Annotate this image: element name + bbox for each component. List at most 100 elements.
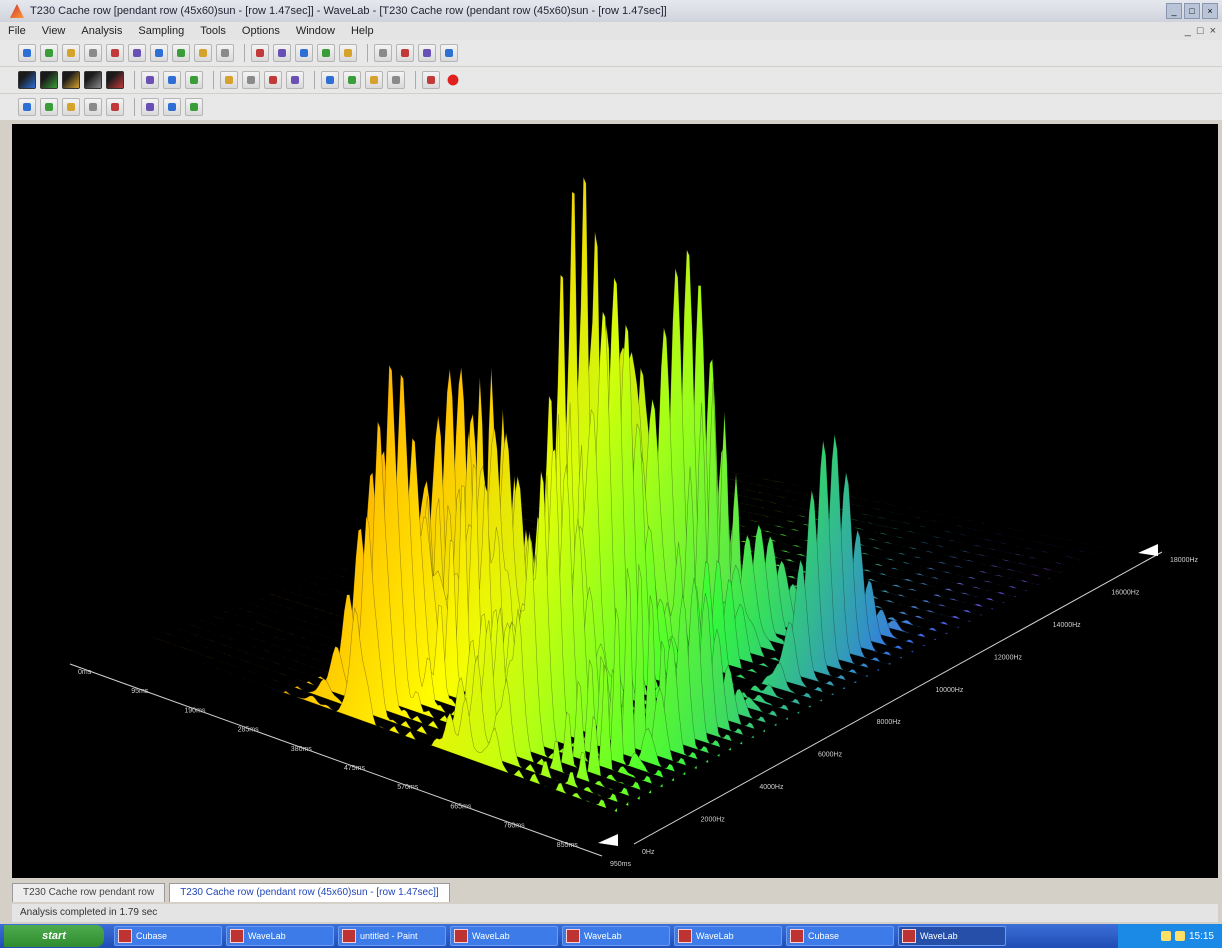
zoom-icon[interactable]	[216, 44, 234, 62]
maximize-button[interactable]: □	[1184, 3, 1200, 19]
taskbar-button[interactable]: untitled - Paint	[338, 926, 446, 946]
pencil-icon[interactable]	[163, 71, 181, 89]
save-disk-icon[interactable]	[185, 71, 203, 89]
volume-icon[interactable]	[1174, 931, 1185, 941]
taskbar-button[interactable]: WaveLab	[898, 926, 1006, 946]
minimize-button[interactable]: _	[1166, 3, 1182, 19]
close-button[interactable]: ×	[1202, 3, 1218, 19]
redo-icon[interactable]	[194, 44, 212, 62]
pencil-glyph	[168, 76, 176, 84]
app-icon	[902, 929, 916, 943]
layout-glyph	[344, 49, 352, 57]
play-icon[interactable]	[220, 71, 238, 89]
paste-icon[interactable]	[150, 44, 168, 62]
select-icon[interactable]	[251, 44, 269, 62]
view-icon[interactable]	[317, 44, 335, 62]
loop-icon[interactable]	[242, 71, 260, 89]
paste-glyph	[155, 49, 163, 57]
zoom-out-icon[interactable]	[84, 98, 102, 116]
time-tick-label: 380ms	[291, 746, 313, 753]
time-tick-label: 190ms	[184, 707, 206, 714]
frequency-axis-line	[633, 551, 1163, 845]
waterfall-slices	[139, 176, 1108, 813]
menu-help[interactable]: Help	[350, 25, 374, 37]
toolbar-separator	[134, 71, 135, 89]
next-icon[interactable]	[185, 98, 203, 116]
new-icon[interactable]	[18, 44, 36, 62]
menu-window[interactable]: Window	[295, 25, 335, 37]
time-axis-slider[interactable]	[598, 834, 618, 846]
prev-icon[interactable]	[163, 98, 181, 116]
stereo-icon[interactable]	[365, 71, 383, 89]
taskbar-button[interactable]: WaveLab	[562, 926, 670, 946]
taskbar-button[interactable]: WaveLab	[226, 926, 334, 946]
menu-analysis[interactable]: Analysis	[81, 25, 123, 37]
link-icon[interactable]	[422, 71, 440, 89]
zoom-in-glyph	[67, 103, 75, 111]
record-icon[interactable]	[444, 71, 462, 89]
waterfall-icon[interactable]	[40, 71, 58, 89]
zoom-in-icon[interactable]	[62, 98, 80, 116]
taskbar-button[interactable]: WaveLab	[674, 926, 782, 946]
waterfall-chart-svg[interactable]: 0ms 95ms 190ms 285ms 380ms 475ms 570ms 665ms 760…	[12, 124, 1218, 878]
menu-sampling[interactable]: Sampling	[138, 25, 185, 37]
phase-icon[interactable]	[343, 71, 361, 89]
meter-icon[interactable]	[106, 71, 124, 89]
forward-icon[interactable]	[286, 71, 304, 89]
window-icon[interactable]	[141, 98, 159, 116]
arrow-right-glyph	[401, 49, 409, 57]
mdi-minimize-button[interactable]: _	[1184, 25, 1191, 37]
toolbar-separator	[314, 71, 315, 89]
bell-icon[interactable]	[440, 44, 458, 62]
frequency-axis-slider[interactable]	[1138, 544, 1158, 556]
grid-icon[interactable]	[273, 44, 291, 62]
taskbar-items: Cubase WaveLab untitled - Paint WaveLab …	[114, 926, 1118, 946]
table-icon[interactable]	[295, 44, 313, 62]
undo-icon[interactable]	[172, 44, 190, 62]
navigation-toolbar	[0, 94, 1222, 120]
menu-file[interactable]: File	[8, 25, 26, 37]
menu-options[interactable]: Options	[241, 25, 280, 37]
layout-icon[interactable]	[339, 44, 357, 62]
arrow-right-icon[interactable]	[396, 44, 414, 62]
open-icon[interactable]	[40, 44, 58, 62]
spectrum-icon[interactable]	[18, 71, 36, 89]
curve-icon[interactable]	[418, 44, 436, 62]
taskbar-button[interactable]: WaveLab	[450, 926, 558, 946]
toolbar-separator	[134, 98, 135, 116]
save-disk-glyph	[190, 76, 198, 84]
waveform-icon[interactable]	[84, 71, 102, 89]
doc-tab-2[interactable]: T230 Cache row (pendant row (45x60)sun -…	[169, 883, 450, 902]
taskbar-button[interactable]: Cubase	[786, 926, 894, 946]
fft-icon[interactable]	[321, 71, 339, 89]
fit-glyph	[111, 103, 119, 111]
save-icon[interactable]	[62, 44, 80, 62]
spectrum-slice	[639, 453, 1108, 549]
menu-view[interactable]: View	[41, 25, 66, 37]
start-button[interactable]: start	[4, 925, 104, 947]
right-icon[interactable]	[40, 98, 58, 116]
copy-icon[interactable]	[128, 44, 146, 62]
arrow-left-icon[interactable]	[374, 44, 392, 62]
waterfall-plot[interactable]: 0ms 95ms 190ms 285ms 380ms 475ms 570ms 665ms 760…	[12, 124, 1218, 878]
cut-icon[interactable]	[106, 44, 124, 62]
fit-icon[interactable]	[106, 98, 124, 116]
frequency-tick-label: 18000Hz	[1170, 557, 1199, 564]
spectrum-slice	[198, 437, 675, 782]
back-icon[interactable]	[264, 71, 282, 89]
taskbar-button[interactable]: Cubase	[114, 926, 222, 946]
tools-icon[interactable]	[141, 71, 159, 89]
mdi-restore-button[interactable]: □	[1196, 25, 1204, 37]
menu-tools[interactable]: Tools	[200, 25, 226, 37]
left-icon[interactable]	[18, 98, 36, 116]
mono-icon[interactable]	[387, 71, 405, 89]
mdi-close-button[interactable]: ×	[1209, 25, 1216, 37]
print-icon[interactable]	[84, 44, 102, 62]
sonogram-icon[interactable]	[62, 71, 80, 89]
toolbar-separator	[213, 71, 214, 89]
grid-glyph	[278, 49, 286, 57]
doc-tab-1[interactable]: T230 Cache row pendant row	[12, 883, 166, 902]
taskbar-label: WaveLab	[472, 931, 510, 941]
time-tick-label: 0ms	[78, 669, 92, 676]
network-icon[interactable]	[1160, 931, 1171, 941]
